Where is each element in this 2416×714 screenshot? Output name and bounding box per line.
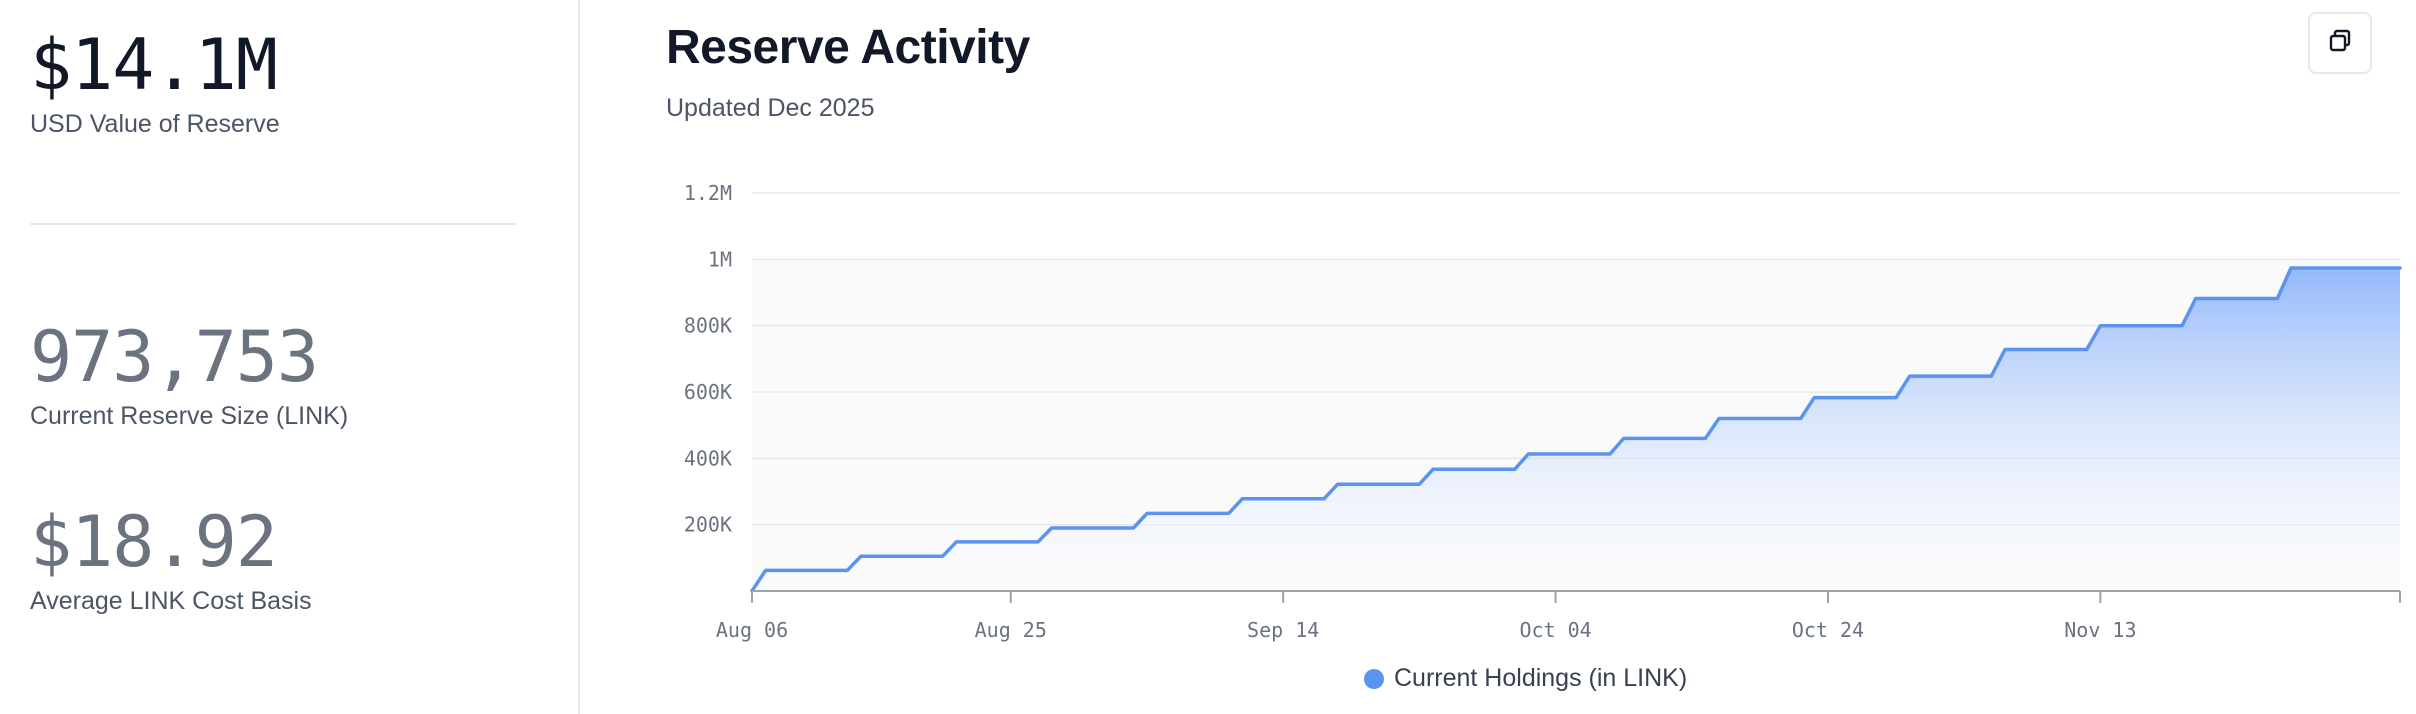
stat-value: $18.92 (30, 501, 278, 583)
x-tick-label: Aug 06 (716, 618, 788, 642)
chart-subtitle: Updated Dec 2025 (666, 94, 875, 122)
stat-label: Average LINK Cost Basis (30, 587, 312, 615)
stat-reserve-size: 973,753 Current Reserve Size (LINK) (30, 322, 348, 431)
y-tick-label: 600K (684, 380, 732, 404)
y-tick-label: 1.2M (684, 181, 732, 205)
copy-icon (2327, 28, 2353, 59)
y-tick-label: 1M (708, 247, 732, 271)
stat-usd-value: $14.1M USD Value of Reserve (30, 30, 280, 139)
y-tick-label: 400K (684, 446, 732, 470)
legend-marker (1364, 668, 1384, 689)
divider (30, 223, 516, 225)
x-tick-label: Nov 13 (2064, 618, 2136, 642)
x-tick-label: Oct 24 (1792, 618, 1864, 642)
stats-panel: $14.1M USD Value of Reserve 973,753 Curr… (0, 0, 580, 714)
legend-label: Current Holdings (in LINK) (1394, 664, 1688, 692)
series-line (750, 266, 2402, 593)
series-area (752, 268, 2400, 591)
y-tick-label: 200K (684, 513, 732, 537)
stat-label: Current Reserve Size (LINK) (30, 402, 349, 430)
chart-title: Reserve Activity (666, 21, 1030, 74)
legend-item[interactable]: Current Holdings (in LINK) (1364, 664, 1687, 693)
stat-value: 973,753 (30, 316, 319, 398)
stat-value: $14.1M (30, 24, 278, 106)
x-tick-label: Sep 14 (1247, 618, 1319, 642)
chart-legend: Current Holdings (in LINK) (0, 664, 2416, 698)
x-tick-label: Aug 25 (975, 618, 1047, 642)
stat-label: USD Value of Reserve (30, 110, 280, 138)
y-tick-label: 800K (684, 314, 732, 338)
x-tick-label: Oct 04 (1519, 618, 1591, 642)
copy-button[interactable] (2308, 12, 2372, 74)
stat-cost-basis: $18.92 Average LINK Cost Basis (30, 507, 312, 616)
